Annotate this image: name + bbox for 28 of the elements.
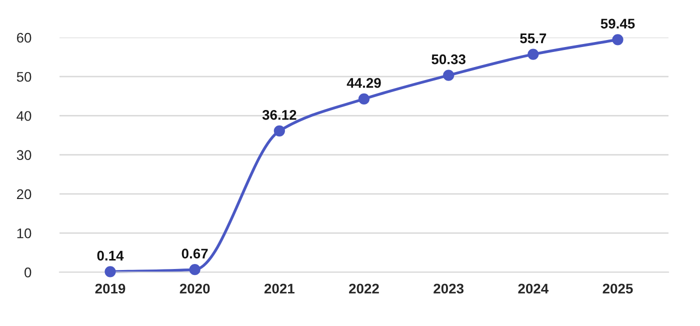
y-tick-label: 0 — [24, 268, 32, 278]
x-tick-label: 2024 — [518, 284, 549, 294]
y-tick-label: 20 — [16, 189, 32, 200]
data-label: 50.33 — [432, 54, 466, 64]
data-label: 59.45 — [600, 18, 635, 29]
data-label: 0.14 — [97, 250, 124, 261]
y-tick-label: 10 — [17, 228, 32, 238]
y-tick-label: 50 — [16, 72, 32, 82]
y-tick-label: 30 — [16, 150, 32, 160]
x-tick-label: 2023 — [434, 284, 464, 294]
x-tick-label: 2021 — [264, 284, 294, 294]
x-tick-label: 2025 — [602, 284, 633, 294]
data-label: 55.7 — [520, 34, 546, 44]
data-label: 44.29 — [346, 78, 381, 88]
point — [528, 48, 539, 60]
y-tick-label: 40 — [16, 111, 32, 121]
data-label: 36.12 — [262, 110, 296, 120]
point — [104, 266, 116, 278]
x-tick-label: 2019 — [95, 284, 126, 294]
point — [274, 125, 285, 136]
point — [189, 264, 200, 276]
y-tick-label: 60 — [16, 32, 32, 43]
x-tick-label: 2022 — [349, 284, 379, 294]
point — [612, 34, 624, 46]
x-tick-label: 2020 — [180, 284, 210, 294]
point — [358, 93, 370, 105]
data-label: 0.67 — [182, 248, 208, 259]
point — [443, 70, 454, 81]
